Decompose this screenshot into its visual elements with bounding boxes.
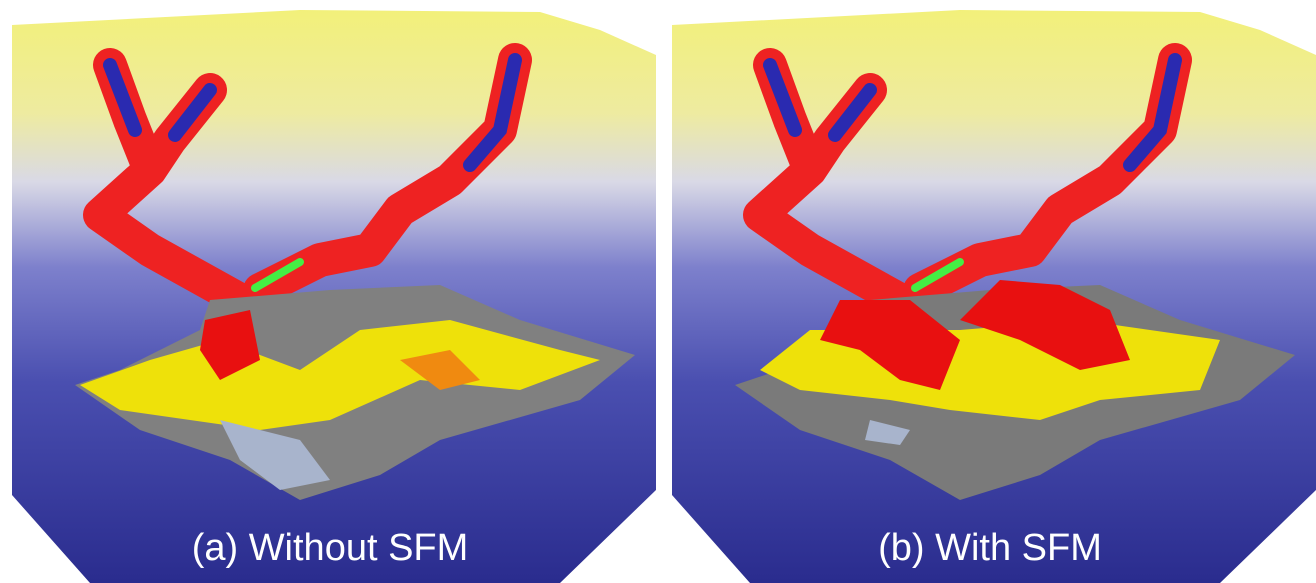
figure: (a) Without SFM (b) With SFM (0, 0, 1316, 583)
caption: (b) With SFM (878, 527, 1102, 569)
caption: (a) Without SFM (192, 527, 469, 569)
page: (a) Without SFM(b) With SFM (() => { con… (0, 0, 1316, 583)
panels: (a) Without SFM (b) With SFM (12, 10, 1316, 583)
panel: (a) Without SFM (12, 10, 656, 583)
panel: (b) With SFM (672, 10, 1316, 583)
